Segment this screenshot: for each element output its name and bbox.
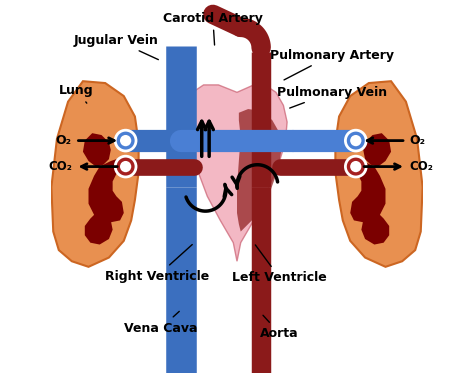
Circle shape — [349, 160, 363, 173]
Polygon shape — [89, 159, 124, 222]
Text: O₂: O₂ — [410, 134, 426, 147]
Circle shape — [346, 130, 366, 151]
Circle shape — [115, 156, 136, 177]
Text: Lung: Lung — [59, 84, 94, 103]
Circle shape — [346, 156, 366, 177]
Polygon shape — [361, 213, 389, 245]
Circle shape — [115, 130, 136, 151]
Circle shape — [119, 134, 132, 147]
Text: Jugular Vein: Jugular Vein — [74, 34, 159, 59]
Polygon shape — [51, 81, 138, 267]
Polygon shape — [85, 213, 113, 245]
Text: CO₂: CO₂ — [410, 160, 434, 173]
Circle shape — [119, 160, 132, 173]
Polygon shape — [350, 159, 385, 222]
Polygon shape — [336, 81, 423, 267]
Text: Pulmonary Vein: Pulmonary Vein — [277, 86, 387, 108]
Text: Vena Cava: Vena Cava — [124, 312, 198, 335]
Text: Pulmonary Artery: Pulmonary Artery — [270, 49, 394, 80]
Text: Right Ventricle: Right Ventricle — [105, 245, 210, 283]
Polygon shape — [363, 133, 391, 166]
Text: CO₂: CO₂ — [48, 160, 72, 173]
Polygon shape — [83, 133, 111, 166]
Circle shape — [349, 134, 363, 147]
Polygon shape — [237, 109, 282, 232]
Text: Carotid Artery: Carotid Artery — [163, 12, 263, 45]
Polygon shape — [185, 85, 287, 261]
Text: O₂: O₂ — [56, 134, 72, 147]
Text: Left Ventricle: Left Ventricle — [232, 245, 327, 285]
Text: Aorta: Aorta — [260, 315, 299, 340]
